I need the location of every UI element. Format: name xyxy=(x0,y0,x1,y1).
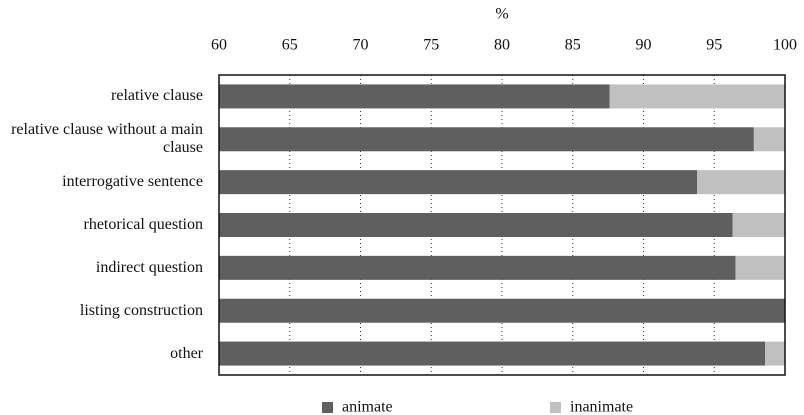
plot-frame xyxy=(218,74,786,376)
bar-segment xyxy=(735,255,785,280)
legend-label: inanimate xyxy=(570,399,633,415)
x-tick-label: 65 xyxy=(282,37,298,54)
bar-segment xyxy=(219,170,698,195)
legend-swatch xyxy=(322,402,333,413)
bar-segment xyxy=(697,170,785,195)
bar-segment xyxy=(219,127,754,152)
x-tick-label: 70 xyxy=(353,37,369,54)
y-tick-label: relative clause xyxy=(111,87,203,105)
bar-segment xyxy=(219,341,766,366)
bar-segment xyxy=(753,127,785,152)
x-tick-label: 80 xyxy=(494,37,510,54)
y-tick-label: rhetorical question xyxy=(83,215,203,233)
bar-segment xyxy=(765,341,785,366)
x-axis-label: % xyxy=(495,6,508,23)
bar-segment xyxy=(732,213,785,237)
bar-segment xyxy=(219,213,733,237)
x-tick-label: 60 xyxy=(211,37,227,54)
bar-segment xyxy=(219,84,610,109)
bar-segment xyxy=(219,298,785,323)
x-tick-label: 85 xyxy=(565,37,581,54)
bar-segment xyxy=(219,255,736,280)
y-tick-label: interrogative sentence xyxy=(62,173,203,191)
y-tick-label: other xyxy=(170,344,203,362)
y-tick-label: relative clause without a main clause xyxy=(11,121,203,157)
x-tick-label: 90 xyxy=(636,37,652,54)
x-tick-label: 100 xyxy=(773,37,797,54)
x-tick-label: 95 xyxy=(706,37,722,54)
x-tick-label: 75 xyxy=(423,37,439,54)
bar-segment xyxy=(609,84,785,109)
legend-label: animate xyxy=(342,399,393,415)
y-tick-label: listing construction xyxy=(79,301,203,319)
y-tick-label: indirect question xyxy=(95,258,203,276)
legend-swatch xyxy=(550,402,561,413)
